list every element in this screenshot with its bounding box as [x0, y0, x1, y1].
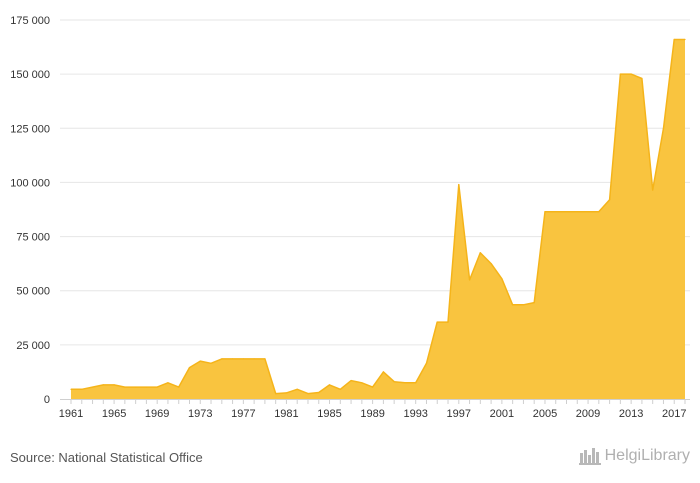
data-point	[609, 199, 611, 201]
library-icon	[578, 448, 601, 465]
data-point	[662, 127, 665, 129]
y-tick-label: 175 000	[10, 15, 50, 27]
data-point	[490, 263, 492, 265]
area-chart: 0 25 000 50 000 75 000 100 000 125 000 150 000…	[10, 15, 690, 420]
x-tick-label: 1989	[360, 408, 384, 420]
data-point	[178, 386, 180, 388]
data-point	[350, 380, 352, 382]
data-point	[135, 386, 137, 388]
x-tick-label: 2013	[619, 408, 643, 420]
data-point	[436, 321, 438, 323]
data-point	[425, 362, 428, 364]
data-point	[652, 189, 654, 191]
x-tick-label: 1969	[145, 408, 169, 420]
data-point	[328, 384, 331, 386]
data-point	[361, 382, 363, 384]
data-point	[339, 388, 341, 390]
area-fill	[71, 39, 685, 399]
data-area	[70, 38, 686, 399]
data-point	[684, 38, 686, 41]
y-axis-ticks: 0 25 000 50 000 75 000 100 000 125 000 150 000…	[10, 15, 50, 406]
x-tick-label: 2005	[533, 408, 557, 420]
data-point	[393, 381, 395, 383]
data-point	[70, 388, 72, 390]
x-tick-label: 2001	[490, 408, 514, 420]
data-point	[102, 384, 104, 386]
series-line	[71, 38, 685, 395]
x-axis-ticks: 1961 1965 1969 1973 1977 1981 1985 1989 1993 1997…	[59, 399, 686, 420]
grid-lines	[60, 19, 690, 346]
data-point	[232, 358, 234, 360]
y-tick-label: 100 000	[10, 177, 50, 189]
data-point	[91, 386, 94, 388]
data-point	[404, 382, 406, 384]
x-tick-label: 1961	[59, 408, 83, 420]
data-point	[673, 38, 675, 41]
x-tick-label: 2017	[662, 408, 686, 420]
y-tick-label: 75 000	[16, 232, 50, 244]
data-point	[544, 211, 546, 213]
x-tick-label: 2009	[576, 408, 600, 420]
x-tick-label: 1965	[102, 408, 126, 420]
x-tick-label: 1981	[274, 408, 298, 420]
data-point	[81, 388, 83, 390]
data-point	[145, 386, 147, 388]
data-point	[199, 360, 201, 362]
x-tick-label: 1997	[447, 408, 471, 420]
data-point	[555, 211, 557, 213]
data-point	[210, 362, 212, 364]
data-point	[458, 184, 460, 186]
brand-name: HelgiLibrary	[604, 447, 690, 464]
y-tick-label: 25 000	[16, 340, 50, 352]
data-point	[113, 384, 115, 386]
y-tick-label: 125 000	[10, 123, 50, 135]
data-point	[565, 211, 568, 213]
data-point	[307, 393, 309, 395]
x-tick-label: 1985	[317, 408, 341, 420]
data-point	[188, 367, 191, 369]
data-point	[242, 358, 244, 360]
data-point	[285, 392, 287, 394]
data-point	[576, 211, 578, 213]
data-point	[619, 73, 622, 75]
data-point	[479, 252, 481, 254]
brand-logo[interactable]: HelgiLibrary	[578, 447, 690, 465]
data-point	[533, 302, 535, 304]
x-tick-label: 1973	[188, 408, 212, 420]
data-point	[587, 211, 589, 213]
data-point	[469, 279, 471, 281]
data-point	[318, 391, 320, 394]
data-point	[296, 388, 298, 390]
data-point	[156, 386, 158, 388]
source-note: Source: National Statistical Office	[10, 450, 203, 465]
data-point	[382, 371, 384, 373]
data-point	[641, 77, 643, 80]
data-point	[630, 73, 632, 75]
data-point	[275, 393, 277, 395]
data-point	[167, 382, 169, 384]
data-point	[124, 386, 126, 388]
y-tick-label: 150 000	[10, 69, 50, 81]
data-point	[253, 358, 255, 360]
y-tick-label: 50 000	[16, 286, 50, 298]
data-point	[264, 358, 266, 360]
data-point	[511, 304, 514, 306]
data-point	[372, 386, 374, 388]
x-tick-label: 1993	[403, 408, 427, 420]
data-point	[415, 382, 417, 384]
y-tick-label: 0	[44, 394, 50, 406]
data-point	[447, 321, 449, 323]
data-point	[501, 278, 503, 280]
data-point	[598, 211, 600, 213]
data-point	[522, 304, 525, 306]
data-point	[221, 358, 223, 360]
x-tick-label: 1977	[231, 408, 255, 420]
